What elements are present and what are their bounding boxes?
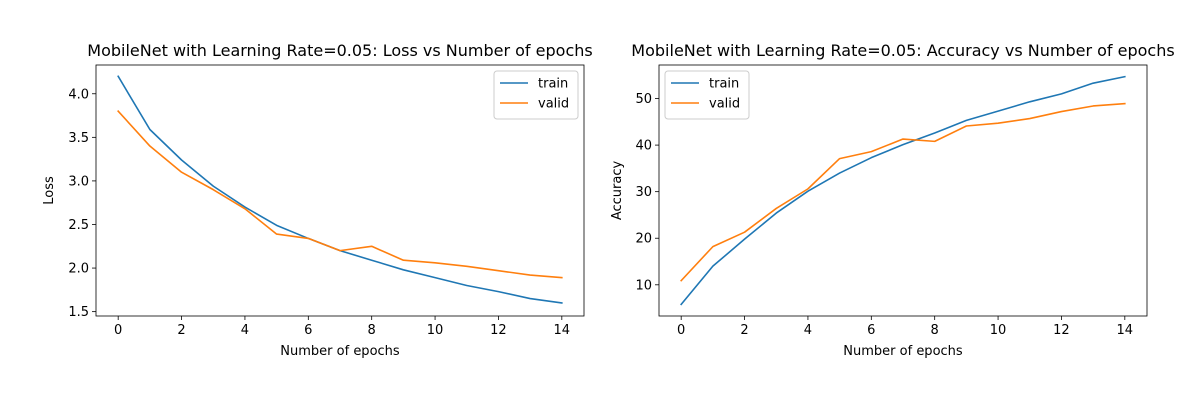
y-tick-label: 3.5: [68, 131, 89, 146]
y-axis-label: Accuracy: [610, 161, 625, 221]
x-axis-label: Number of epochs: [843, 344, 963, 359]
plot-frame: [95, 64, 585, 317]
y-axis-label: Loss: [42, 176, 57, 205]
x-tick-label: 0: [114, 323, 122, 338]
y-tick-label: 50: [635, 92, 652, 107]
x-tick-label: 2: [740, 323, 748, 338]
x-tick-label: 2: [177, 323, 185, 338]
series-line-train: [680, 75, 1126, 306]
x-tick-label: 4: [241, 323, 249, 338]
x-tick-label: 12: [490, 323, 507, 338]
chart-title: MobileNet with Learning Rate=0.05: Accur…: [631, 41, 1174, 60]
x-tick-label: 14: [554, 323, 571, 338]
x-tick-label: 6: [304, 323, 312, 338]
y-tick-label: 1.5: [68, 305, 89, 320]
x-tick-label: 10: [990, 323, 1007, 338]
series-line-valid: [117, 110, 563, 279]
x-tick-label: 12: [1053, 323, 1070, 338]
y-tick-label: 2.0: [68, 262, 89, 277]
chart-title: MobileNet with Learning Rate=0.05: Loss …: [87, 41, 592, 60]
y-tick-label: 4.0: [68, 87, 89, 102]
legend-label-train: train: [709, 77, 739, 92]
y-tick-label: 40: [635, 139, 652, 154]
x-tick-label: 4: [804, 323, 812, 338]
x-axis-label: Number of epochs: [280, 344, 400, 359]
x-tick-label: 8: [931, 323, 939, 338]
legend-label-train: train: [538, 77, 568, 92]
x-tick-label: 0: [677, 323, 685, 338]
y-tick-label: 10: [635, 278, 652, 293]
y-tick-label: 2.5: [68, 218, 89, 233]
plot-frame: [658, 64, 1148, 317]
x-tick-label: 14: [1117, 323, 1134, 338]
legend-label-valid: valid: [538, 97, 569, 112]
legend-label-valid: valid: [709, 97, 740, 112]
y-tick-label: 3.0: [68, 174, 89, 189]
x-tick-label: 10: [427, 323, 444, 338]
x-tick-label: 6: [867, 323, 875, 338]
series-line-valid: [680, 102, 1126, 282]
y-tick-label: 20: [635, 232, 652, 247]
x-tick-label: 8: [368, 323, 376, 338]
y-tick-label: 30: [635, 185, 652, 200]
